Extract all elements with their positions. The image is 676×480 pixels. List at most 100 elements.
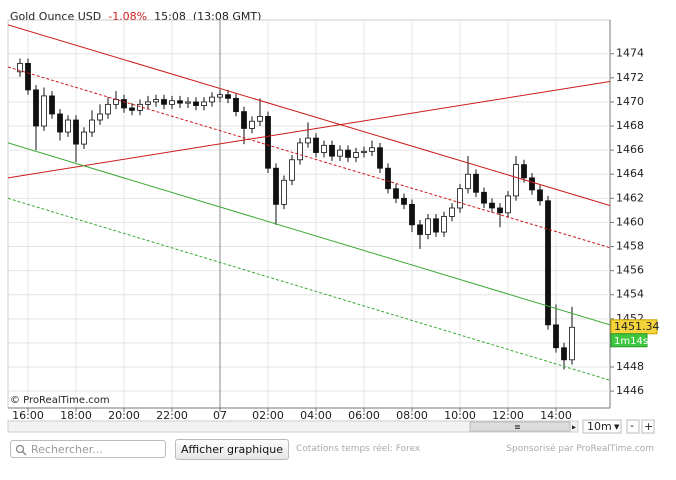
interval[interactable]: 10m bbox=[587, 420, 612, 433]
x-tick-label: 07 bbox=[213, 409, 227, 422]
candle-body bbox=[553, 324, 559, 349]
sponsor-note: Sponsorisé par ProRealTime.com bbox=[506, 444, 654, 454]
candle-body bbox=[249, 120, 255, 129]
y-tick-label: 1448 bbox=[616, 360, 644, 373]
candle-body bbox=[169, 100, 175, 105]
scroll-thumb[interactable] bbox=[469, 421, 571, 432]
candle-body bbox=[449, 207, 455, 217]
candle-body bbox=[345, 149, 351, 158]
candle-body bbox=[313, 137, 319, 153]
trend-line bbox=[8, 24, 610, 207]
candle-body bbox=[89, 119, 95, 133]
countdown: 1m14s bbox=[614, 336, 648, 347]
candle-body bbox=[225, 94, 231, 99]
scroll-track[interactable] bbox=[7, 420, 579, 433]
candle-body bbox=[81, 131, 87, 145]
show-chart-button[interactable]: Afficher graphique bbox=[175, 439, 289, 460]
candle-body bbox=[329, 144, 335, 157]
y-tick-label: 1462 bbox=[616, 191, 644, 204]
candle-body bbox=[241, 111, 247, 129]
candle-body bbox=[457, 188, 463, 209]
candle-body bbox=[137, 103, 143, 111]
candle-body bbox=[265, 115, 271, 169]
candle-body bbox=[465, 173, 471, 190]
candle-body bbox=[257, 115, 263, 122]
copyright: © ProRealTime.com bbox=[10, 395, 110, 406]
candle-body bbox=[497, 207, 503, 214]
candle-body bbox=[521, 164, 527, 179]
candle-body bbox=[201, 101, 207, 106]
candle-body bbox=[337, 149, 343, 157]
zoom-out[interactable] bbox=[626, 419, 640, 434]
candle-body bbox=[489, 202, 495, 209]
candle-body bbox=[425, 218, 431, 235]
y-tick-label: 1474 bbox=[616, 47, 644, 60]
x-tick-label: 22:00 bbox=[156, 409, 188, 422]
y-tick-label: 1446 bbox=[616, 384, 644, 397]
search-box[interactable]: Rechercher... bbox=[10, 440, 166, 458]
candle-body bbox=[17, 62, 23, 73]
y-tick-label: 1472 bbox=[616, 71, 644, 84]
candle-body bbox=[377, 147, 383, 169]
candle-body bbox=[121, 99, 127, 109]
trend-line bbox=[8, 80, 610, 179]
x-tick-label: 16:00 bbox=[12, 409, 44, 422]
zoom-in[interactable] bbox=[641, 419, 655, 434]
chart: © ProRealTime.com ≡ ▸ 10m ▼ - + 1446 1448… bbox=[7, 19, 660, 434]
x-tick-label: 04:00 bbox=[300, 409, 332, 422]
candle-body bbox=[281, 179, 287, 205]
candle-body bbox=[33, 89, 39, 127]
candle-body bbox=[209, 96, 215, 103]
candle-body bbox=[353, 152, 359, 158]
last-price: 1451.34 bbox=[614, 320, 660, 333]
x-tick-label: 12:00 bbox=[492, 409, 524, 422]
y-tick-label: 1466 bbox=[616, 143, 644, 156]
candle-body bbox=[481, 191, 487, 204]
interval-select[interactable] bbox=[582, 419, 622, 434]
zoom-out-icon: - bbox=[630, 419, 634, 432]
candle-body bbox=[25, 62, 31, 91]
candle-body bbox=[433, 218, 439, 233]
scroll-right[interactable]: ▸ bbox=[572, 423, 576, 432]
candle-body bbox=[505, 195, 511, 214]
y-tick-label: 1468 bbox=[616, 119, 644, 132]
candle-body bbox=[185, 101, 191, 104]
x-tick-label: 10:00 bbox=[444, 409, 476, 422]
candle-body bbox=[73, 119, 79, 145]
candle-body bbox=[49, 95, 55, 115]
candle-body bbox=[537, 189, 543, 202]
candle-body bbox=[161, 99, 167, 105]
x-tick-label: 18:00 bbox=[60, 409, 92, 422]
scroll-grip: ≡ bbox=[514, 423, 521, 432]
candle-body bbox=[145, 101, 151, 105]
x-tick-label: 20:00 bbox=[108, 409, 140, 422]
candle-body bbox=[529, 177, 535, 191]
scrollbar[interactable]: ≡ ▸ bbox=[7, 420, 579, 433]
candle-body bbox=[273, 167, 279, 205]
candle-body bbox=[193, 101, 199, 106]
candle-body bbox=[513, 164, 519, 197]
candle-body bbox=[385, 167, 391, 190]
x-tick-label: 14:00 bbox=[540, 409, 572, 422]
search-icon bbox=[15, 444, 27, 456]
candle-body bbox=[409, 203, 415, 226]
candle-body bbox=[217, 94, 223, 98]
trend-line bbox=[8, 142, 610, 326]
candle-body bbox=[97, 113, 103, 121]
candle-body bbox=[569, 326, 575, 361]
plot-layer bbox=[8, 20, 610, 408]
candle-body bbox=[561, 347, 567, 361]
candle-body bbox=[57, 113, 63, 133]
candle-body bbox=[393, 188, 399, 199]
y-tick-label: 1470 bbox=[616, 95, 644, 108]
candle-body bbox=[401, 197, 407, 205]
y-tick-label: 1460 bbox=[616, 215, 644, 228]
candle-body bbox=[129, 107, 135, 111]
candle-body bbox=[233, 97, 239, 112]
x-tick-label: 06:00 bbox=[348, 409, 380, 422]
candle-body bbox=[305, 137, 311, 144]
x-tick-label: 08:00 bbox=[396, 409, 428, 422]
candle-body bbox=[41, 95, 47, 127]
candle-body bbox=[153, 99, 159, 103]
candle-body bbox=[289, 159, 295, 181]
